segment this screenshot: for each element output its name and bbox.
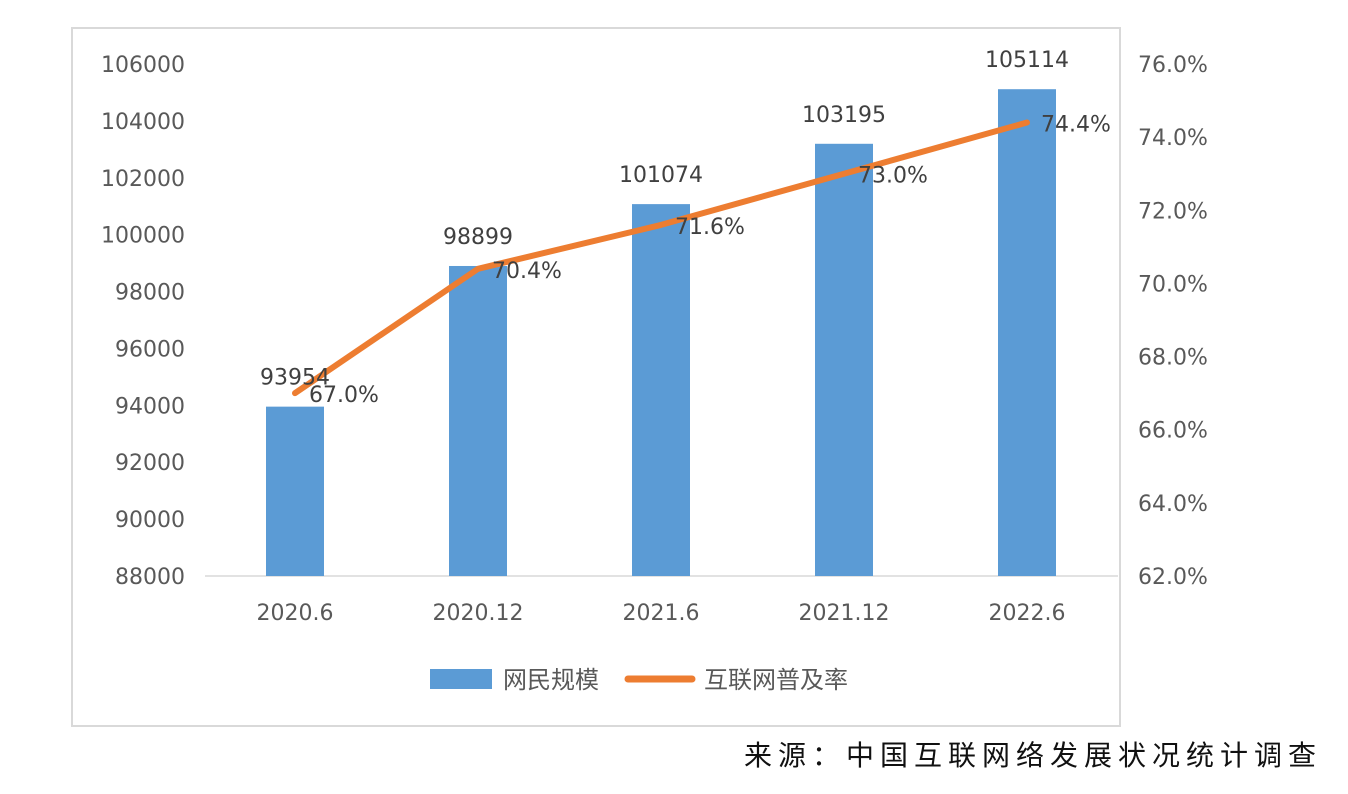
bar [266, 406, 324, 576]
bar-data-label: 101074 [619, 163, 703, 188]
y-left-tick-label: 106000 [101, 53, 185, 78]
y-right-tick-label: 70.0% [1138, 272, 1208, 297]
y-left-tick-label: 90000 [115, 508, 185, 533]
bar [449, 265, 507, 576]
x-tick-label: 2022.6 [989, 601, 1066, 626]
x-tick-label: 2021.12 [799, 601, 890, 626]
bar [632, 204, 690, 576]
y-right-tick-label: 76.0% [1138, 53, 1208, 78]
y-right-tick-label: 66.0% [1138, 419, 1208, 444]
legend-label-rate: 互联网普及率 [704, 666, 848, 694]
penetration-rate-line [292, 119, 1030, 397]
x-tick-label: 2020.12 [433, 601, 524, 626]
bar-data-label: 93954 [260, 366, 330, 391]
y-left-tick-label: 104000 [101, 110, 185, 135]
bar-data-label: 105114 [985, 48, 1069, 73]
y-left-tick-label: 100000 [101, 224, 185, 249]
line-data-label: 67.0% [309, 383, 379, 408]
y-left-tick-label: 102000 [101, 167, 185, 192]
y-right-tick-label: 72.0% [1138, 199, 1208, 224]
legend: 网民规模 互联网普及率 [430, 666, 848, 694]
y-left-tick-label: 88000 [115, 565, 185, 590]
legend-label-users: 网民规模 [503, 666, 599, 694]
line-data-label: 74.4% [1041, 113, 1111, 138]
y-right-tick-label: 74.0% [1138, 126, 1208, 151]
bar-data-label: 103195 [802, 103, 886, 128]
y-right-tick-label: 62.0% [1138, 565, 1208, 590]
y-left-tick-label: 96000 [115, 337, 185, 362]
x-tick-label: 2021.6 [623, 601, 700, 626]
line-data-label: 71.6% [675, 215, 745, 240]
bar-data-label: 98899 [443, 225, 513, 250]
line-data-label: 73.0% [858, 164, 928, 189]
y-right-tick-label: 68.0% [1138, 346, 1208, 371]
y-left-tick-label: 92000 [115, 451, 185, 476]
source-note: 来源：中国互联网络发展状况统计调查 [744, 739, 1322, 772]
y-left-tick-label: 98000 [115, 281, 185, 306]
bar [815, 143, 873, 576]
bar [998, 89, 1056, 576]
y-right-tick-label: 64.0% [1138, 492, 1208, 517]
x-tick-label: 2020.6 [257, 601, 334, 626]
legend-swatch-bar [430, 669, 492, 689]
chart-frame [71, 27, 1121, 727]
y-left-tick-label: 94000 [115, 394, 185, 419]
line-data-label: 70.4% [492, 259, 562, 284]
